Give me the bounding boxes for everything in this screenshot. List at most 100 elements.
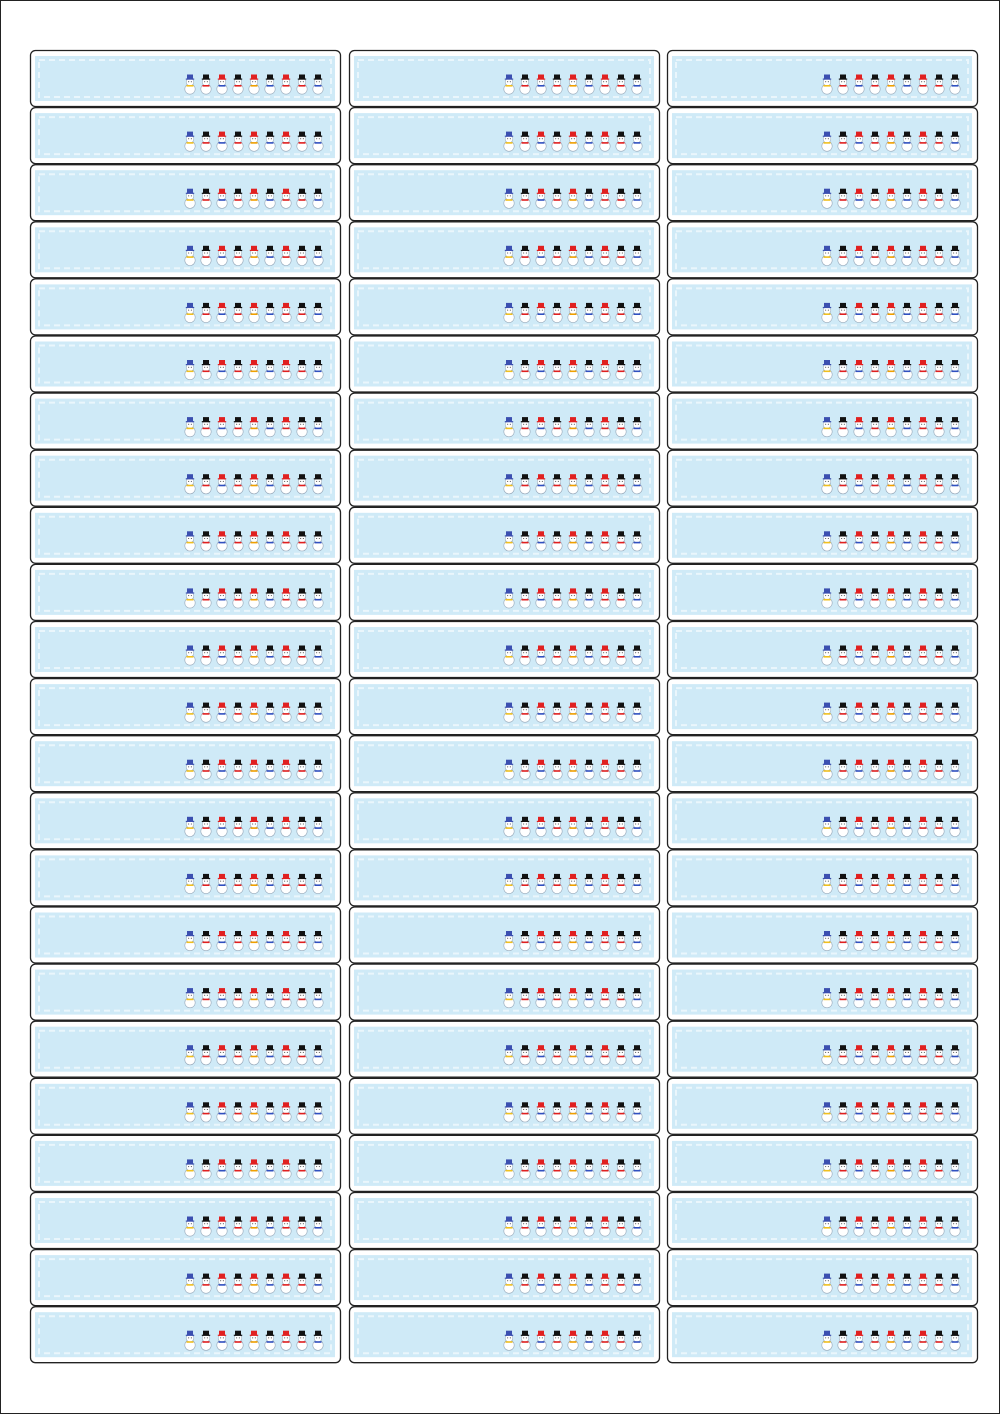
snowman-scarf (314, 541, 322, 544)
snowman (869, 1216, 881, 1237)
snowman (869, 873, 881, 895)
snowman-scarf (585, 1055, 593, 1058)
snowman-hat-brim (536, 763, 546, 765)
label-inner-border (675, 173, 969, 213)
snowman-hat (219, 74, 225, 79)
snowman-hat (872, 131, 878, 137)
snowman (296, 74, 308, 95)
snowman-hat-brim (902, 1277, 912, 1279)
snowman-scarf (234, 713, 242, 715)
snowman-hat-brim (265, 535, 275, 537)
snowman-scarf (871, 484, 879, 487)
snowman-hat (283, 816, 289, 822)
snowman (901, 759, 913, 780)
snowman-hat-brim (265, 421, 275, 423)
snowman-scarf (202, 370, 210, 373)
snowman-hat-brim (584, 192, 594, 194)
snowman (615, 531, 627, 552)
snowman-hat (618, 474, 624, 479)
snowman-hat (872, 645, 878, 650)
snowman-scarf (585, 142, 593, 144)
snowman-hat-brim (838, 1049, 848, 1051)
snowman (503, 188, 515, 209)
snowman-hat-brim (552, 1277, 562, 1279)
snowman-hat (888, 188, 894, 194)
snowman-hat-brim (886, 249, 896, 251)
snowman-hat-brim (233, 535, 243, 537)
snowman-scarf (633, 1341, 641, 1343)
snowman (901, 988, 913, 1009)
snowman-hat (235, 1045, 241, 1050)
snowman (503, 759, 515, 780)
snowman (312, 360, 324, 381)
snowman (885, 1273, 897, 1294)
snowman (232, 302, 244, 324)
snowman-hat (203, 302, 209, 308)
snowman-hat (618, 759, 624, 765)
snowman (232, 702, 244, 723)
snowman-hat-brim (552, 535, 562, 537)
snowman-hat-brim (201, 364, 211, 366)
snowman (599, 1273, 611, 1294)
snowman-hat-brim (201, 706, 211, 708)
snowman-scarf (234, 598, 242, 601)
snowman-hat (840, 1159, 846, 1164)
snowman (312, 1216, 324, 1237)
snowman-hat (586, 988, 592, 993)
snowman-scarf (266, 1112, 274, 1115)
label-inner-border (38, 1201, 332, 1240)
snowman-hat-brim (552, 820, 562, 822)
snowman-hat (936, 474, 942, 479)
snowman-hat (219, 131, 225, 137)
snowman (583, 931, 595, 952)
snowman-scarf (202, 142, 210, 144)
snowman-scarf (250, 1169, 258, 1172)
snowman-hat (824, 74, 830, 79)
snowman (551, 1159, 563, 1180)
snowman-hat (920, 931, 926, 936)
snowman-scarf (601, 85, 609, 87)
snowman-scarf (871, 1055, 879, 1058)
snowman (869, 74, 881, 95)
snowman-scarf (298, 199, 306, 201)
snowman-hat-brim (233, 192, 243, 194)
snowman (200, 1045, 212, 1066)
snowman-hat (570, 360, 576, 365)
snowman-scarf (298, 941, 306, 944)
snowman-scarf (505, 256, 513, 258)
snowman-hat-brim (552, 306, 562, 309)
snowman (216, 645, 228, 666)
snowman (232, 188, 244, 209)
snowman-scarf (537, 1284, 545, 1286)
snowman-hat (554, 588, 560, 593)
snowman-hat (952, 188, 958, 194)
snowman-scarf (521, 313, 529, 315)
label (666, 563, 979, 622)
snowman-hat (554, 360, 560, 365)
snowman (901, 1045, 913, 1066)
snowman (296, 931, 308, 952)
snowman-scarf (266, 884, 274, 886)
snowman-hat (602, 588, 608, 593)
label-inner-border (357, 287, 651, 327)
snowman-hat (506, 588, 512, 593)
snowman-hat-brim (568, 763, 578, 765)
snowman-hat-brim (886, 649, 896, 651)
snowman-hat-brim (201, 592, 211, 594)
snowman-scarf (601, 199, 609, 201)
snowman-hat (267, 1102, 273, 1107)
snowman (280, 1102, 292, 1123)
snowman-scarf (871, 1341, 879, 1343)
snowman (821, 988, 833, 1009)
snowman (949, 1102, 961, 1123)
snowman (503, 588, 515, 609)
snowman-hat-brim (313, 478, 323, 480)
snowman (296, 1102, 308, 1123)
snowman-scarf (218, 256, 226, 258)
snowman-hat-brim (600, 535, 610, 537)
label-inner-border (357, 858, 651, 898)
snowman (869, 474, 881, 495)
snowman-hat-brim (313, 1163, 323, 1165)
snowman-hat-brim (297, 1277, 307, 1279)
snowman-hat (554, 931, 560, 936)
